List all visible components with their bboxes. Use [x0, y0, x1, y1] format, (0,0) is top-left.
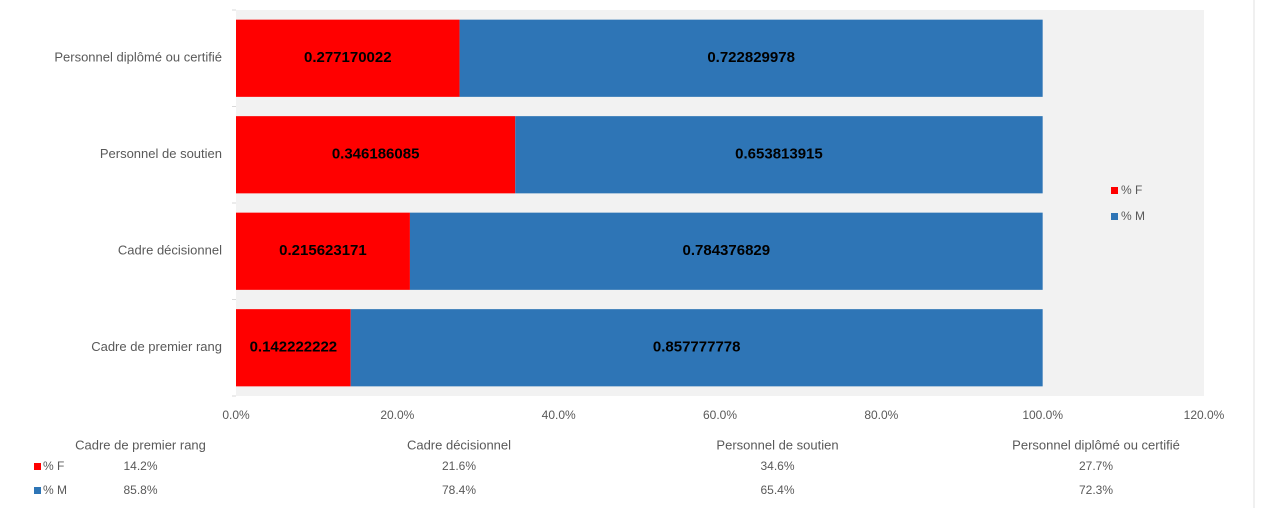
table-cell: 72.3% — [1079, 483, 1113, 497]
x-tick-label: 80.0% — [864, 408, 898, 422]
table-cell: 14.2% — [123, 459, 157, 473]
bar-segment — [236, 212, 410, 290]
legend-label: % M — [1121, 209, 1145, 223]
y-tick-label: Cadre de premier rang — [91, 339, 222, 354]
y-tick-label: Personnel de soutien — [100, 146, 222, 161]
table-cell: 27.7% — [1079, 459, 1113, 473]
legend-label: % F — [1121, 183, 1142, 197]
data-label: 0.653813915 — [735, 146, 823, 163]
data-label: 0.857777778 — [653, 339, 741, 356]
table-legend-label: % F — [43, 459, 64, 473]
table-legend-swatch — [34, 463, 41, 470]
x-tick-label: 0.0% — [222, 408, 250, 422]
bar-segment — [350, 309, 1043, 387]
bar-segment — [236, 309, 351, 387]
data-label: 0.277170022 — [304, 49, 392, 66]
x-tick-label: 120.0% — [1184, 408, 1225, 422]
table-cell: 65.4% — [760, 483, 794, 497]
table-header: Personnel diplômé ou certifié — [1012, 437, 1180, 452]
x-tick-label: 100.0% — [1022, 408, 1063, 422]
y-tick-label: Personnel diplômé ou certifié — [54, 50, 222, 65]
bar-segment — [459, 19, 1043, 97]
data-label: 0.215623171 — [279, 242, 367, 259]
table-header: Cadre décisionnel — [407, 437, 511, 452]
bar-segment — [515, 116, 1043, 194]
data-label: 0.722829978 — [707, 49, 795, 66]
table-legend-swatch — [34, 487, 41, 494]
table-legend-label: % M — [43, 483, 67, 497]
x-tick-label: 20.0% — [380, 408, 414, 422]
x-tick-label: 40.0% — [542, 408, 576, 422]
data-label: 0.142222222 — [250, 339, 338, 356]
legend-swatch — [1111, 213, 1118, 220]
legend-swatch — [1111, 187, 1118, 194]
y-tick-label: Cadre décisionnel — [118, 243, 222, 258]
table-cell: 34.6% — [760, 459, 794, 473]
x-tick-label: 60.0% — [703, 408, 737, 422]
table-cell: 85.8% — [123, 483, 157, 497]
bar-segment — [409, 212, 1043, 290]
table-header: Cadre de premier rang — [75, 437, 206, 452]
table-cell: 21.6% — [442, 459, 476, 473]
table-cell: 78.4% — [442, 483, 476, 497]
bar-segment — [236, 116, 516, 194]
data-label: 0.784376829 — [683, 242, 771, 259]
bar-segment — [236, 19, 460, 97]
data-label: 0.346186085 — [332, 146, 420, 163]
table-header: Personnel de soutien — [716, 437, 838, 452]
